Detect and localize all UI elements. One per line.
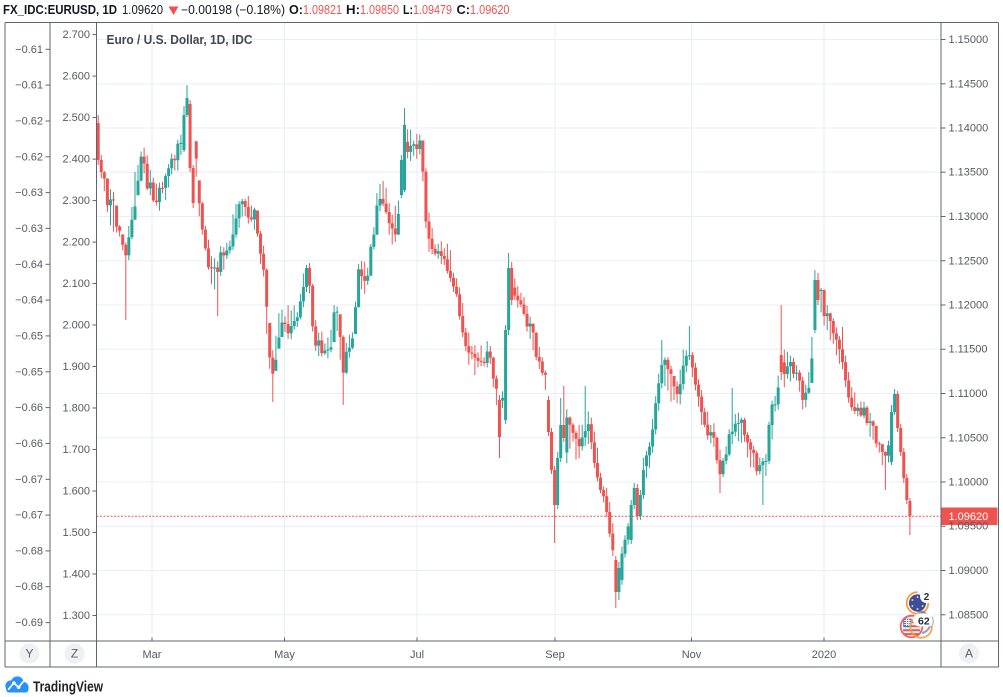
svg-text:−0.67: −0.67: [15, 474, 43, 486]
svg-text:1.900: 1.900: [62, 361, 90, 373]
svg-text:2.700: 2.700: [62, 29, 90, 41]
svg-text:FX_IDC:EURUSD, 1D: FX_IDC:EURUSD, 1D: [3, 3, 117, 17]
svg-text:−0.66: −0.66: [15, 402, 43, 414]
svg-text:1.400: 1.400: [62, 569, 90, 581]
svg-text:1.09000: 1.09000: [949, 565, 989, 577]
svg-text:Y: Y: [25, 647, 33, 661]
svg-text:−0.65: −0.65: [15, 366, 43, 378]
svg-text:1.09821: 1.09821: [303, 3, 342, 17]
svg-text:2.100: 2.100: [62, 278, 90, 290]
svg-text:Mar: Mar: [143, 649, 162, 661]
svg-text:Euro / U.S. Dollar, 1D, IDC: Euro / U.S. Dollar, 1D, IDC: [107, 32, 254, 47]
svg-text:1.15000: 1.15000: [949, 34, 989, 46]
svg-text:−0.63: −0.63: [15, 187, 43, 199]
svg-text:L:: L:: [403, 3, 413, 17]
svg-text:−0.69: −0.69: [15, 617, 43, 629]
svg-text:1.09620: 1.09620: [122, 3, 163, 17]
svg-text:1.14500: 1.14500: [949, 78, 989, 90]
svg-text:1.14000: 1.14000: [949, 123, 989, 135]
svg-text:A: A: [965, 647, 973, 661]
svg-text:1.09850: 1.09850: [360, 3, 399, 17]
svg-text:−0.61: −0.61: [15, 44, 43, 56]
svg-text:−0.62: −0.62: [15, 116, 43, 128]
svg-text:2.300: 2.300: [62, 195, 90, 207]
svg-text:62: 62: [918, 616, 930, 628]
svg-text:1.11500: 1.11500: [949, 344, 988, 356]
svg-text:1.600: 1.600: [62, 486, 90, 498]
svg-text:1.13000: 1.13000: [949, 211, 989, 223]
svg-text:1.09479: 1.09479: [413, 3, 452, 17]
svg-text:1.10500: 1.10500: [949, 432, 989, 444]
svg-text:H:: H:: [346, 3, 360, 17]
svg-text:C:: C:: [457, 3, 471, 17]
svg-text:Z: Z: [71, 647, 78, 661]
svg-text:1.09620: 1.09620: [470, 3, 510, 17]
svg-text:2020: 2020: [812, 649, 836, 661]
svg-text:Sep: Sep: [545, 649, 565, 661]
svg-text:2.600: 2.600: [62, 71, 90, 83]
svg-text:2.500: 2.500: [62, 112, 90, 124]
svg-text:TradingView: TradingView: [33, 680, 104, 696]
svg-text:−0.67: −0.67: [15, 510, 43, 522]
svg-text:Jul: Jul: [410, 649, 424, 661]
svg-text:−0.66: −0.66: [15, 438, 43, 450]
svg-text:Nov: Nov: [682, 649, 702, 661]
svg-text:1.500: 1.500: [62, 527, 90, 539]
svg-text:−0.68: −0.68: [15, 545, 43, 557]
svg-text:2: 2: [924, 592, 930, 603]
svg-text:2.000: 2.000: [62, 320, 90, 332]
svg-text:May: May: [274, 649, 295, 661]
svg-text:−0.63: −0.63: [15, 223, 43, 235]
svg-text:−0.00198 (−0.18%): −0.00198 (−0.18%): [181, 3, 285, 17]
svg-text:1.09620: 1.09620: [949, 511, 989, 523]
svg-text:−0.65: −0.65: [15, 330, 43, 342]
svg-text:1.700: 1.700: [62, 444, 90, 456]
svg-text:−0.61: −0.61: [15, 80, 43, 92]
svg-text:1.300: 1.300: [62, 610, 90, 622]
svg-text:1.08500: 1.08500: [949, 609, 989, 621]
svg-text:1.10000: 1.10000: [949, 477, 989, 489]
svg-text:1.800: 1.800: [62, 403, 90, 415]
svg-text:−0.64: −0.64: [15, 295, 43, 307]
svg-text:2.200: 2.200: [62, 237, 90, 249]
svg-text:−0.68: −0.68: [15, 581, 43, 593]
svg-text:O:: O:: [289, 3, 303, 17]
svg-text:): ): [931, 615, 935, 627]
svg-text:−0.62: −0.62: [15, 151, 43, 163]
svg-text:−0.64: −0.64: [15, 259, 43, 271]
svg-text:1.11000: 1.11000: [949, 388, 988, 400]
svg-text:1.13500: 1.13500: [949, 167, 989, 179]
svg-text:1.12000: 1.12000: [949, 300, 989, 312]
svg-text:1.12500: 1.12500: [949, 255, 989, 267]
svg-text:2.400: 2.400: [62, 154, 90, 166]
svg-text:1.09500: 1.09500: [949, 521, 989, 533]
